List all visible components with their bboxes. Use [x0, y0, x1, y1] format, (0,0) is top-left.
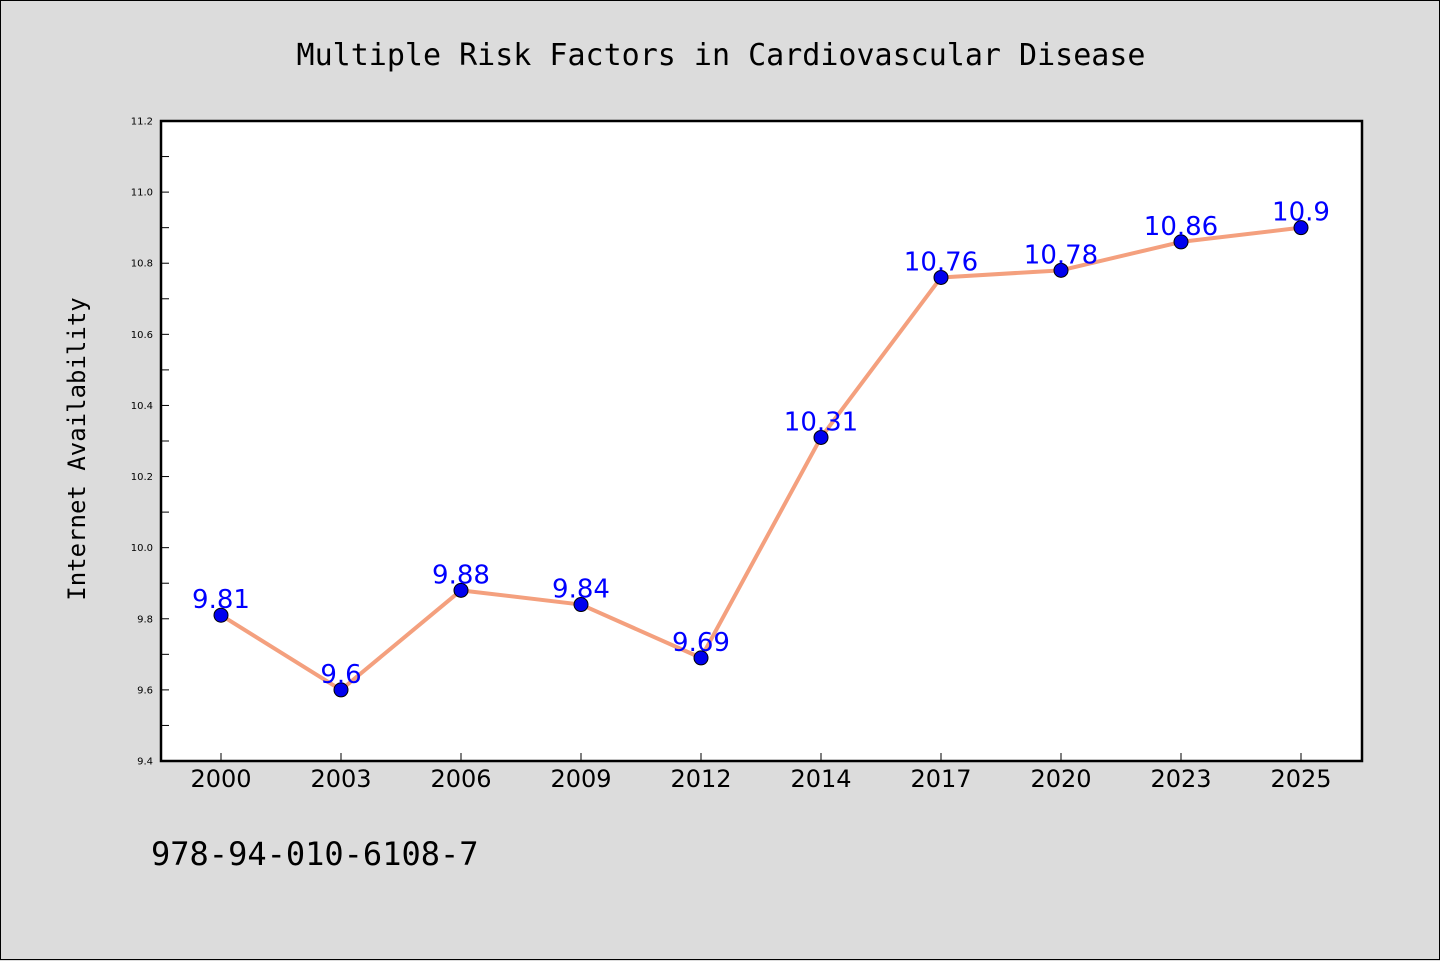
data-label: 10.78 [1024, 240, 1098, 270]
data-label: 10.76 [904, 247, 978, 277]
x-axis-ticks: 2000 2003 2006 2009 2012 2014 2017 2020 2023 2025 [190, 753, 1332, 793]
y-tick-label: 11.2 [131, 117, 153, 128]
data-point [1293, 220, 1309, 236]
y-tick-label: 9.4 [137, 757, 153, 768]
data-label: 10.9 [1272, 198, 1330, 228]
data-label: 9.81 [192, 585, 250, 615]
y-tick-label: 9.8 [137, 614, 153, 625]
data-point [693, 650, 709, 666]
x-tick-label: 2020 [1030, 765, 1091, 793]
data-point [453, 582, 469, 598]
y-tick-label: 9.6 [137, 685, 153, 696]
series-line [219, 225, 1302, 692]
chart-title: Multiple Risk Factors in Cardiovascular … [297, 38, 1146, 73]
x-tick-label: 2009 [550, 765, 611, 793]
x-tick-label: 2014 [790, 765, 851, 793]
data-point [1173, 234, 1189, 250]
data-point [813, 429, 829, 445]
series-layer [213, 220, 1309, 698]
x-tick-label: 2006 [430, 765, 491, 793]
x-tick-label: 2012 [670, 765, 731, 793]
data-point [573, 597, 589, 613]
data-point [1053, 262, 1069, 278]
plot-area [159, 119, 1364, 763]
x-tick-label: 2003 [310, 765, 371, 793]
data-label: 9.69 [672, 628, 730, 658]
y-axis-label: Internet Availability [63, 297, 91, 600]
data-label: 9.88 [432, 560, 490, 590]
y-axis-ticks: 9.4 9.6 9.8 10.0 10.2 10.4 10.6 10.8 11.0 11.2 [131, 117, 169, 768]
y-tick-label: 10.4 [131, 401, 153, 412]
y-tick-label: 10.2 [131, 472, 153, 483]
y-tick-label: 10.6 [131, 330, 153, 341]
y-tick-label: 11.0 [131, 188, 153, 199]
isbn-text: 978-94-010-6108-7 [151, 835, 479, 873]
x-tick-label: 2025 [1270, 765, 1331, 793]
x-tick-label: 2017 [910, 765, 971, 793]
data-label: 9.84 [552, 575, 610, 605]
data-label: 10.86 [1144, 212, 1218, 242]
data-label: 10.31 [784, 407, 858, 437]
data-label: 9.6 [320, 660, 361, 690]
data-point [333, 682, 349, 698]
x-tick-label: 2000 [190, 765, 251, 793]
x-tick-label: 2023 [1150, 765, 1211, 793]
y-tick-label: 10.8 [131, 259, 153, 270]
data-label-layer: 9.81 9.6 9.88 9.84 9.69 10.31 10.76 10.78 10.86 1… [192, 198, 1330, 690]
data-point [933, 269, 949, 285]
data-point [213, 607, 229, 623]
y-tick-label: 10.0 [131, 543, 153, 554]
